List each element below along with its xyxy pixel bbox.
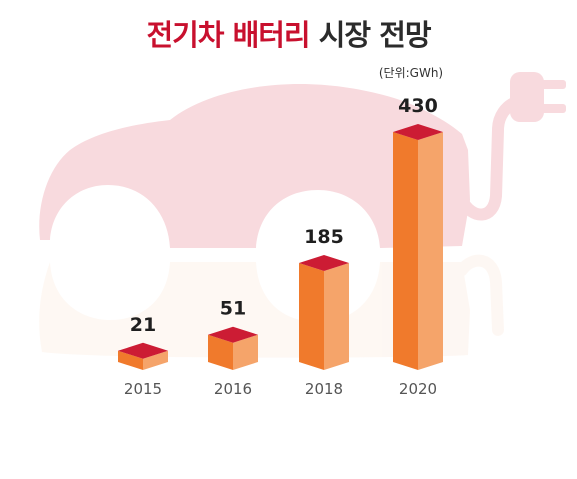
bar-side-face — [418, 132, 443, 370]
data-label-2018: 185 — [304, 226, 344, 248]
bar-front-face — [208, 334, 233, 370]
data-label-2020: 430 — [398, 95, 438, 117]
bar-2016 — [208, 326, 258, 370]
bar-side-face — [143, 350, 168, 370]
bar-2020 — [393, 124, 443, 370]
bar-side-face — [324, 263, 349, 370]
x-tick-label-2015: 2015 — [124, 380, 162, 398]
chart-title: 전기차 배터리 시장 전망 — [0, 12, 577, 54]
bar-2015 — [118, 342, 168, 370]
unit-label: (단위:GWh) — [378, 66, 444, 80]
bar-2018 — [299, 255, 349, 370]
electric-car-silhouette-icon — [39, 84, 470, 248]
bar-top-face — [299, 255, 349, 272]
chart-title-accent: 전기차 배터리 — [146, 18, 310, 52]
bar-front-face — [118, 350, 143, 370]
bar-front-face — [299, 263, 324, 370]
car-reflection — [39, 254, 504, 358]
x-tick-labels-layer: 2015 2016 2018 2020 — [124, 380, 437, 398]
x-tick-label-2020: 2020 — [399, 380, 437, 398]
x-tick-label-2018: 2018 — [305, 380, 343, 398]
chart-title-rest: 시장 전망 — [318, 18, 432, 52]
data-label-2015: 21 — [130, 314, 156, 336]
bar-side-face — [233, 334, 258, 370]
bar-top-face — [208, 326, 258, 343]
power-plug-icon — [456, 72, 566, 221]
x-tick-label-2016: 2016 — [214, 380, 252, 398]
bar-front-face — [393, 132, 418, 370]
data-label-2016: 51 — [220, 298, 246, 320]
bar-top-face — [118, 342, 168, 359]
bar-top-face — [393, 124, 443, 140]
data-labels-layer: 21 51 185 430 — [130, 95, 438, 336]
bars-layer — [118, 124, 443, 370]
